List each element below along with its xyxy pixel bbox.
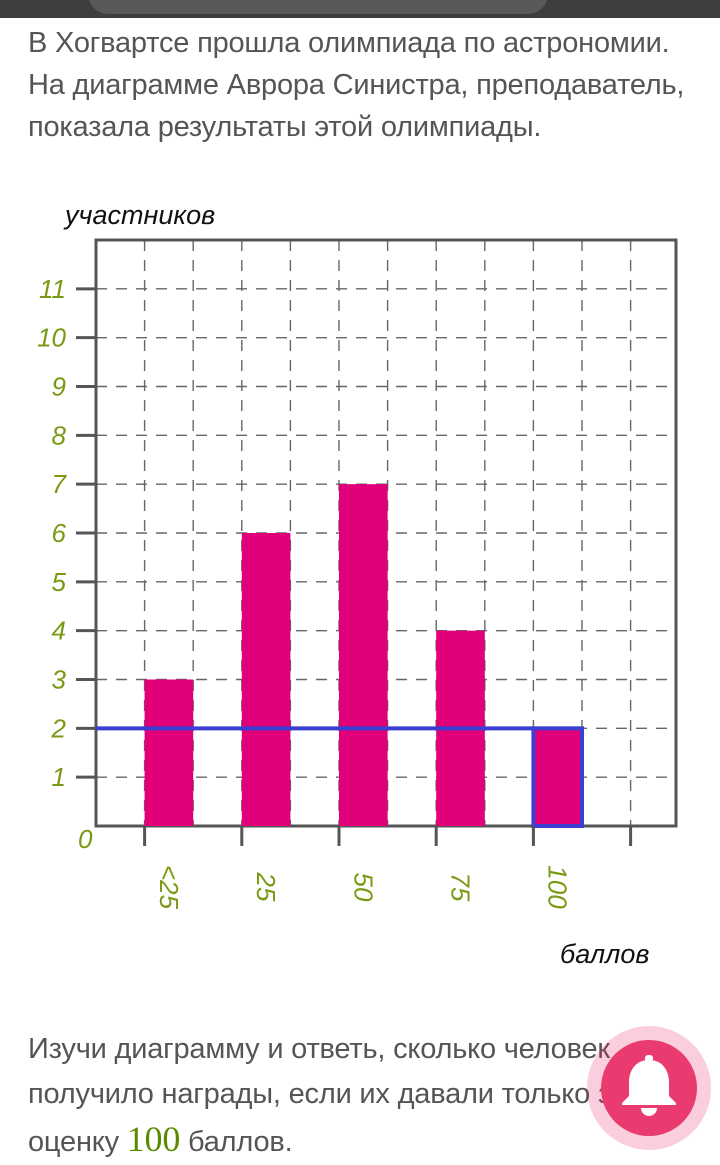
y-tick-label: 5 — [52, 567, 67, 597]
y-tick-label: 10 — [37, 323, 66, 353]
bell-icon — [622, 1055, 676, 1116]
intro-text: В Хогвартсе прошла олимпиада по астроном… — [28, 27, 685, 143]
chart-ticks — [76, 287, 633, 846]
x-tick-label: 75 — [446, 873, 476, 902]
x-tick-label: 25 — [251, 872, 281, 902]
x-tick-label: <25 — [154, 865, 184, 910]
notification-button[interactable] — [587, 1026, 711, 1150]
y-tick-label: 7 — [52, 469, 68, 499]
bar-chart: 1 2 3 4 5 6 7 8 9 10 11 <25 25 50 75 100 участников бал… — [37, 200, 678, 969]
highlight-box — [531, 726, 585, 828]
address-bar[interactable] — [88, 0, 548, 14]
y-tick-label: 9 — [52, 372, 66, 402]
y-tick-label: 6 — [52, 518, 67, 548]
bar-25 — [241, 533, 291, 826]
x-axis-label: баллов — [560, 939, 649, 969]
y-axis-label: участников — [63, 200, 215, 230]
browser-top-bar — [0, 0, 720, 18]
y-tick-label: 8 — [52, 420, 67, 450]
bar-100 — [533, 728, 582, 826]
bar-25lt — [144, 679, 194, 826]
x-tick-label: 50 — [348, 873, 378, 902]
question-text-start: Изучи диаграмму и ответь, сколько челове… — [28, 1033, 627, 1158]
origin-label: 0 — [78, 824, 93, 854]
chart-bars — [96, 484, 585, 828]
question-text-end: баллов. — [180, 1126, 293, 1158]
y-tick-label: 3 — [52, 665, 67, 695]
question-highlight-value: 100 — [126, 1119, 181, 1159]
y-tick-label: 4 — [52, 616, 66, 646]
question-text: Изучи диаграмму и ответь, сколько челове… — [28, 1027, 688, 1165]
x-tick-label: 100 — [543, 865, 573, 909]
y-tick-label: 11 — [39, 274, 66, 304]
chart-labels: 1 2 3 4 5 6 7 8 9 10 11 <25 25 50 75 100 — [37, 274, 573, 910]
bar-50 — [339, 484, 388, 826]
y-tick-label: 2 — [51, 713, 67, 743]
y-tick-label: 1 — [52, 762, 66, 792]
